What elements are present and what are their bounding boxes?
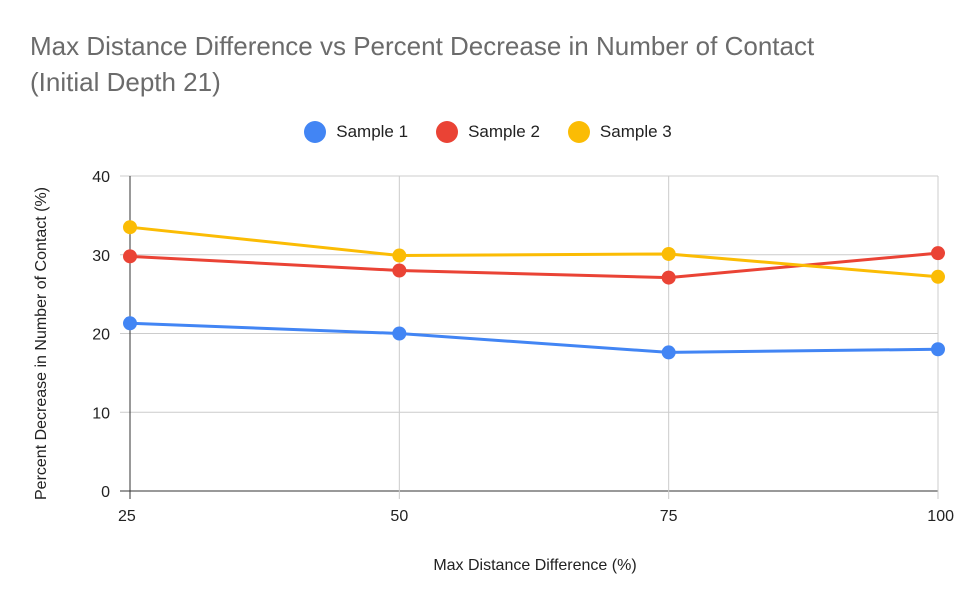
data-point-sample-3-x100 [931, 269, 945, 284]
data-point-sample-2-x25 [123, 249, 137, 264]
x-tick-label-100: 100 [927, 508, 954, 525]
series-line-sample-1 [129, 321, 939, 354]
data-point-sample-1-x75 [661, 345, 676, 360]
legend-item-sample-1[interactable]: Sample 1 [304, 118, 408, 146]
y-tick-label-40: 40 [92, 169, 110, 186]
chart-title-line-2: (Initial Depth 21) [30, 67, 221, 97]
chart-legend: Sample 1 Sample 2 Sample 3 [0, 118, 978, 146]
data-point-sample-1-x25 [123, 316, 137, 331]
data-point-sample-3-x50 [392, 248, 407, 263]
y-tick-label-20: 20 [92, 327, 110, 344]
x-tick-label-75: 75 [660, 508, 678, 525]
data-point-sample-3-x75 [661, 246, 676, 261]
data-point-sample-1-x50 [392, 326, 407, 341]
y-tick-label-0: 0 [101, 484, 110, 501]
legend-label-sample-1: Sample 1 [336, 122, 409, 141]
legend-item-sample-3[interactable]: Sample 3 [567, 118, 672, 146]
y-tick-label-10: 10 [92, 405, 110, 422]
data-point-sample-2-x100 [931, 246, 945, 261]
x-tick-label-25: 25 [118, 508, 136, 525]
y-tick-label-30: 30 [92, 248, 110, 265]
series-line-sample-3 [129, 225, 939, 279]
legend-marker-sample-1 [304, 121, 327, 143]
x-axis-title: Max Distance Difference (%) [433, 557, 636, 574]
data-point-sample-2-x50 [392, 263, 407, 278]
legend-item-sample-2[interactable]: Sample 2 [436, 118, 540, 146]
chart-title-line-1: Max Distance Difference vs Percent Decre… [30, 31, 815, 61]
y-axis-title: Percent Decrease in Number of Contact (%… [33, 187, 50, 500]
data-point-sample-3-x25 [123, 220, 137, 235]
legend-marker-sample-3 [567, 121, 590, 143]
data-point-sample-1-x100 [931, 342, 945, 357]
legend-label-sample-3: Sample 3 [599, 122, 672, 141]
legend-label-sample-2: Sample 2 [468, 122, 540, 141]
x-tick-label-50: 50 [390, 508, 408, 525]
legend-marker-sample-2 [436, 121, 459, 143]
chart-title: Max Distance Difference vs Percent Decre… [30, 28, 960, 100]
data-point-sample-2-x75 [661, 270, 676, 285]
